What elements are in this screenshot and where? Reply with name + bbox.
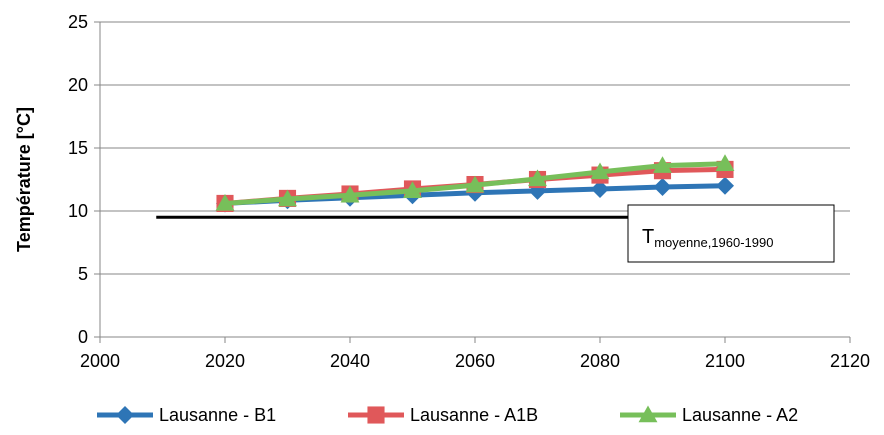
legend-label: Lausanne - A2 bbox=[682, 405, 798, 425]
data-point bbox=[403, 181, 422, 199]
reference-annotation: Tmoyenne,1960-1990 bbox=[627, 204, 835, 263]
y-tick-label: 0 bbox=[78, 327, 88, 347]
legend-swatch-marker bbox=[638, 405, 658, 423]
x-tick-label: 2080 bbox=[580, 351, 620, 371]
data-point bbox=[716, 176, 734, 195]
annotation-subscript: moyenne,1960-1990 bbox=[654, 235, 773, 250]
x-tick-label: 2000 bbox=[80, 351, 120, 371]
data-point bbox=[653, 178, 672, 197]
series-3 bbox=[215, 154, 735, 211]
data-point bbox=[278, 189, 297, 207]
axes bbox=[94, 21, 851, 343]
annotation-text: Tmoyenne,1960-1990 bbox=[642, 226, 773, 250]
data-point bbox=[590, 162, 610, 180]
annotation-box bbox=[627, 204, 835, 263]
annotation-main: T bbox=[642, 226, 654, 248]
legend: Lausanne - B1 Lausanne - A1B Lausanne - A2 bbox=[97, 405, 798, 425]
x-tick-label: 2120 bbox=[830, 351, 870, 371]
legend-swatch-marker bbox=[367, 406, 385, 424]
y-tick-labels: 0 5 10 15 20 25 bbox=[68, 12, 88, 347]
data-point bbox=[528, 169, 547, 187]
series-lines bbox=[215, 154, 735, 213]
x-tick-label: 2020 bbox=[205, 351, 245, 371]
y-tick-label: 20 bbox=[68, 75, 88, 95]
x-tick-label: 2100 bbox=[705, 351, 745, 371]
x-tick-labels: 2000 2020 2040 2060 2080 2100 2120 bbox=[80, 351, 870, 371]
legend-label: Lausanne - B1 bbox=[159, 405, 276, 425]
data-point bbox=[653, 156, 672, 173]
y-axis-title: Température [°C] bbox=[14, 107, 34, 252]
legend-entry-1: Lausanne - B1 bbox=[97, 405, 276, 425]
y-tick-label: 10 bbox=[68, 201, 88, 221]
x-tick-label: 2060 bbox=[455, 351, 495, 371]
y-tick-label: 25 bbox=[68, 12, 88, 32]
data-point bbox=[591, 179, 609, 198]
data-point bbox=[465, 175, 485, 193]
data-point bbox=[715, 154, 735, 171]
y-tick-label: 5 bbox=[78, 264, 88, 284]
legend-label: Lausanne - A1B bbox=[410, 405, 538, 425]
legend-entry-2: Lausanne - A1B bbox=[348, 405, 538, 425]
data-point bbox=[215, 193, 235, 211]
x-tick-label: 2040 bbox=[330, 351, 370, 371]
data-point bbox=[340, 185, 360, 203]
legend-entry-3: Lausanne - A2 bbox=[620, 405, 798, 425]
y-tick-label: 15 bbox=[68, 138, 88, 158]
legend-swatch-marker bbox=[116, 406, 134, 424]
